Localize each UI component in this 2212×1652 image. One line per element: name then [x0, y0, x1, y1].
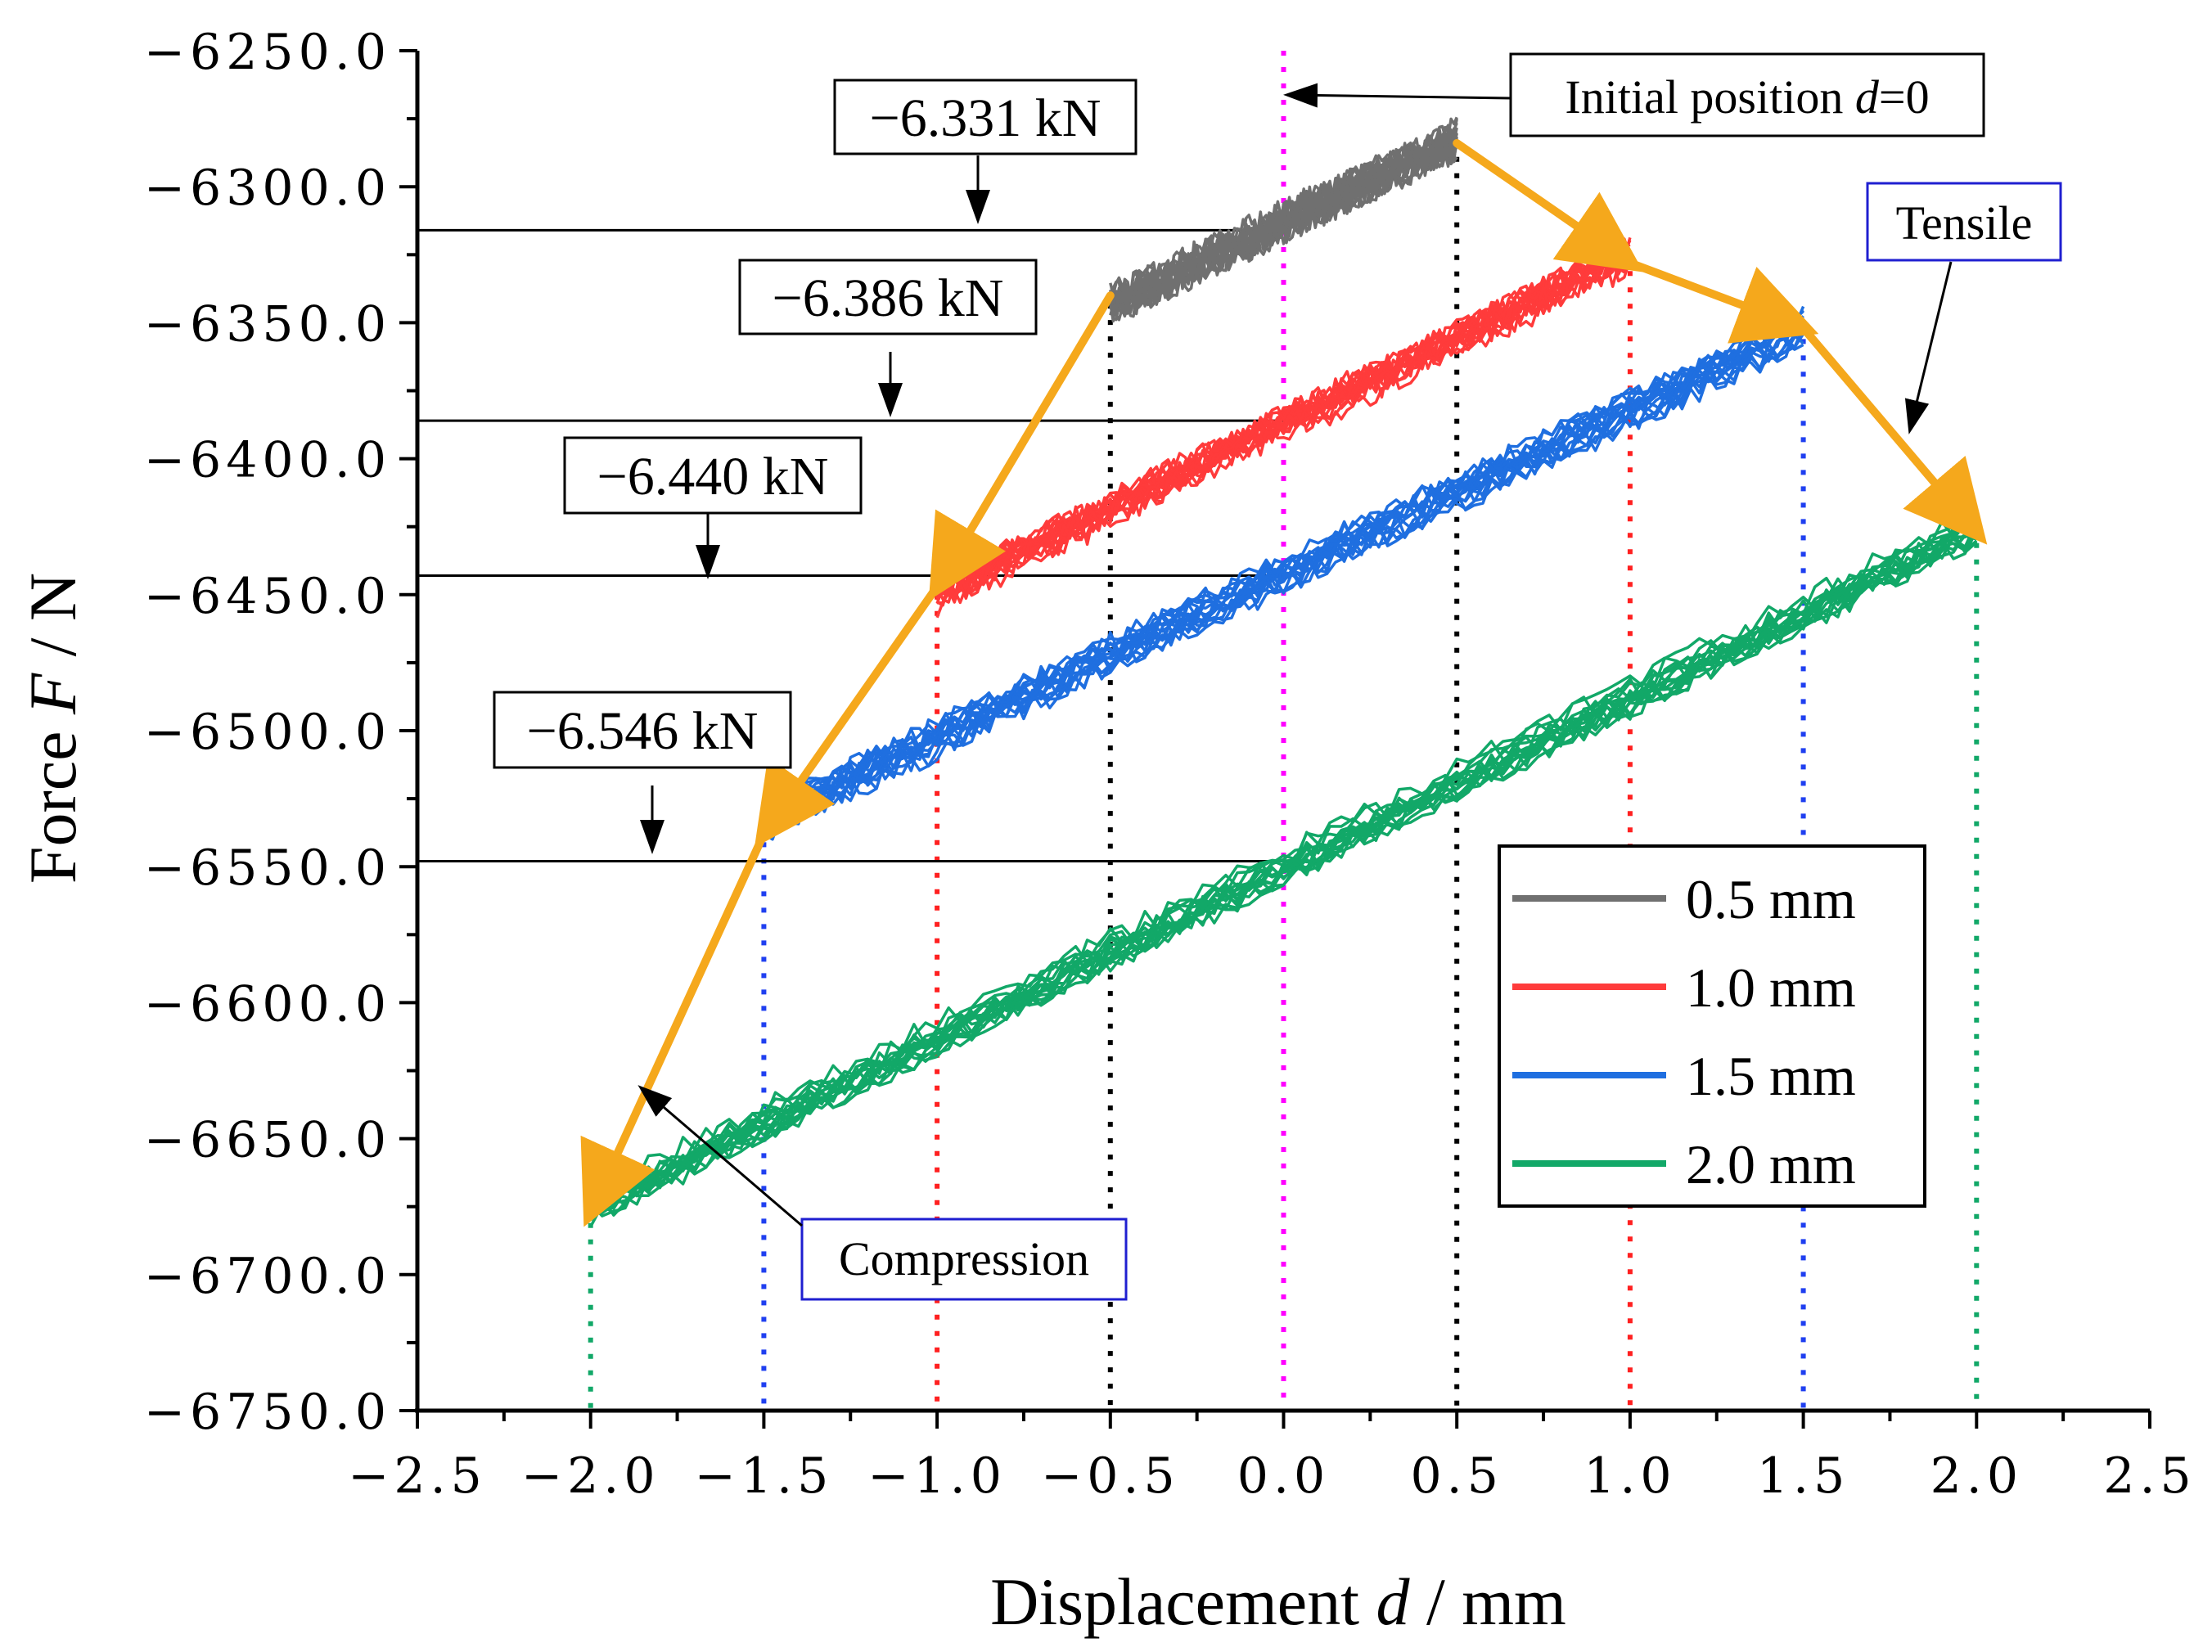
legend-label: 1.5 mm — [1686, 1045, 1856, 1107]
series-trace — [763, 332, 1805, 832]
series-trace — [764, 311, 1804, 802]
y-tick-label: −6500.0 — [144, 704, 391, 761]
tensile-path-arrow — [1625, 259, 1819, 344]
y-tick-label: −6300.0 — [144, 160, 391, 217]
y-axis-title: Force F / N — [16, 573, 90, 884]
y-tick-label: −6750.0 — [144, 1384, 391, 1441]
x-tick-label: 2.0 — [1930, 1447, 2023, 1505]
series-2-0-mm — [589, 512, 1978, 1228]
data-series — [589, 116, 1978, 1228]
x-tick-label: 0.5 — [1410, 1447, 1502, 1505]
annotation-6440-text: −6.440 kN — [597, 447, 829, 506]
compression-path-arrow — [580, 830, 768, 1227]
compression-path-arrow — [928, 291, 1115, 601]
reference-lines — [417, 228, 1284, 863]
tensile-text: Tensile — [1896, 196, 2033, 250]
annotation-6386-text: −6.386 kN — [773, 268, 1004, 328]
annotation-6331-text: −6.331 kN — [870, 88, 1101, 148]
x-tick-label: −1.0 — [867, 1447, 1007, 1505]
tensile-arrow — [1904, 261, 1953, 434]
series-trace — [936, 253, 1632, 607]
x-tick-label: −0.5 — [1041, 1447, 1180, 1505]
x-tick-label: −1.5 — [695, 1447, 834, 1505]
orange-arrows — [580, 139, 1988, 1227]
legend-box — [1498, 844, 1926, 1208]
annotation-6440: −6.440 kN — [563, 436, 863, 579]
series-trace — [762, 317, 1805, 831]
y-tick-label: −6250.0 — [144, 24, 391, 81]
compression-arrow — [637, 1085, 803, 1227]
legend-label: 0.5 mm — [1686, 868, 1856, 930]
x-axis-title: Displacement d / mm — [990, 1564, 1566, 1639]
legend-label: 2.0 mm — [1686, 1133, 1856, 1195]
initial-position-arrow — [1283, 83, 1511, 108]
x-ticks: −2.5 −2.0 −1.5 −1.0 −0.5 0.0 0.5 1.0 1.5 2.0 2.5 — [348, 1411, 2196, 1505]
series-trace — [589, 512, 1978, 1209]
annotation-6546-text: −6.546 kN — [527, 701, 759, 761]
x-tick-label: 1.5 — [1757, 1447, 1849, 1505]
legend: 0.5 mm 1.0 mm 1.5 mm 2.0 mm — [1498, 844, 1926, 1208]
y-tick-label: −6350.0 — [144, 295, 391, 353]
y-tick-label: −6600.0 — [144, 975, 391, 1033]
x-tick-label: 1.0 — [1584, 1447, 1676, 1505]
series-trace — [1109, 127, 1458, 313]
series-trace — [935, 250, 1632, 619]
x-tick-label: −2.0 — [521, 1447, 660, 1505]
series-1-0-mm — [935, 236, 1632, 619]
y-tick-label: −6550.0 — [144, 840, 391, 897]
legend-label: 1.0 mm — [1686, 957, 1856, 1019]
series-trace — [589, 530, 1978, 1222]
annotation-6331: −6.331 kN — [833, 79, 1138, 224]
initial-position-annotation: Initial position d=0 — [1283, 52, 1985, 137]
compression-path-arrow — [754, 582, 942, 848]
tensile-annotation: Tensile — [1866, 182, 2062, 434]
tensile-path-arrow — [1799, 324, 1988, 545]
x-tick-label: 0.0 — [1237, 1447, 1330, 1505]
series-trace — [589, 529, 1978, 1218]
y-tick-label: −6650.0 — [144, 1112, 391, 1169]
series-1-5-mm — [762, 305, 1805, 841]
y-tick-label: −6450.0 — [144, 568, 391, 625]
y-tick-label: −6400.0 — [144, 432, 391, 489]
annotation-6546: −6.546 kN — [493, 691, 792, 854]
y-ticks: −6250.0 −6300.0 −6350.0 −6400.0 −6450.0 −6500… — [144, 24, 417, 1441]
initial-position-text: Initial position d=0 — [1565, 70, 1929, 124]
tensile-path-arrow — [1453, 139, 1644, 272]
series-trace — [1109, 127, 1458, 316]
compression-text: Compression — [839, 1232, 1089, 1285]
series-trace — [935, 238, 1632, 591]
x-tick-label: −2.5 — [348, 1447, 487, 1505]
x-tick-label: 2.5 — [2103, 1447, 2196, 1505]
series-0-5-mm — [1109, 116, 1458, 323]
compression-annotation: Compression — [637, 1085, 1128, 1301]
annotation-6386: −6.386 kN — [738, 259, 1038, 417]
y-tick-label: −6700.0 — [144, 1248, 391, 1305]
